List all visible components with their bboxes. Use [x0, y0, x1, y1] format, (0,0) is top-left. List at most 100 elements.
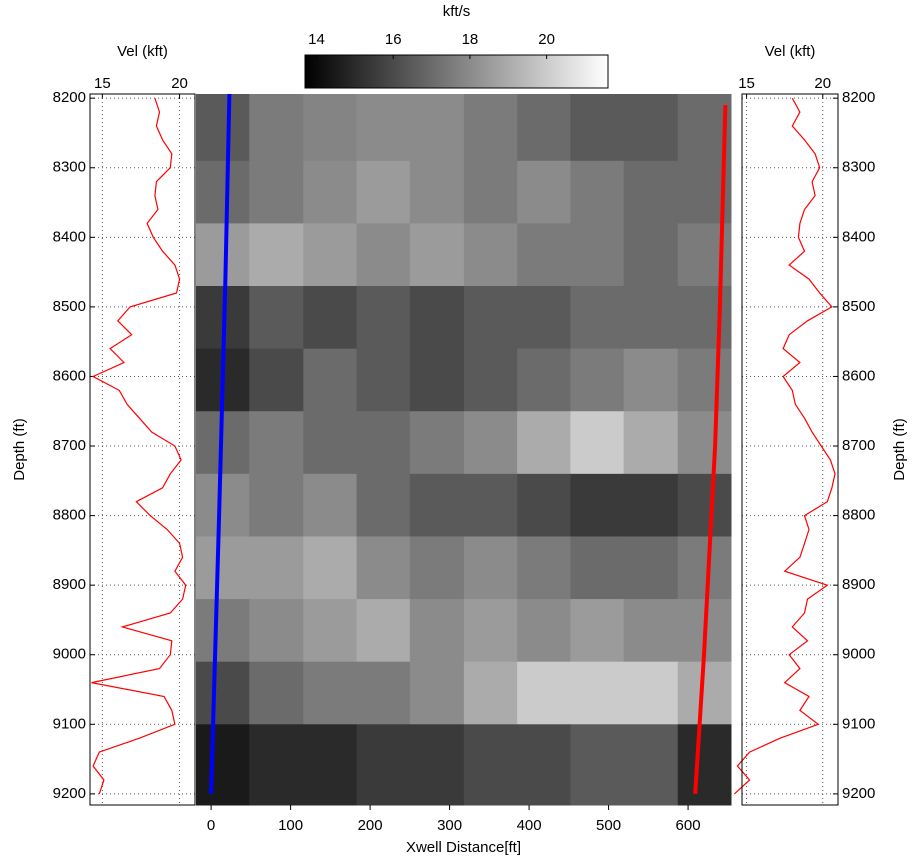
heat-cell — [303, 94, 358, 162]
y-tick-label: 8600 — [842, 367, 875, 384]
heat-cell — [463, 536, 518, 600]
heat-cell — [517, 599, 571, 663]
heat-cell — [303, 599, 358, 663]
heat-cell — [570, 724, 625, 806]
colorbar-tick-label: 14 — [308, 31, 325, 48]
heat-cell — [196, 661, 250, 725]
heat-cell — [463, 223, 518, 287]
heat-cell — [517, 411, 571, 475]
heat-cell — [623, 160, 679, 224]
heat-cell — [356, 286, 411, 350]
heat-cell — [356, 348, 411, 412]
heat-cell — [356, 223, 411, 287]
heat-cell — [623, 223, 679, 287]
y-tick-label: 8200 — [53, 89, 86, 106]
y-tick-label: 8900 — [842, 576, 875, 593]
heat-cell — [249, 286, 304, 350]
heat-cell — [303, 473, 358, 537]
y-tick-label: 8900 — [53, 576, 86, 593]
well-trajectory — [693, 105, 728, 795]
plot-area — [90, 94, 195, 805]
heat-cell — [409, 661, 465, 725]
heat-cell — [303, 286, 358, 350]
heat-cell — [249, 661, 304, 725]
x-tick-label: 15 — [94, 75, 111, 92]
y-tick-label: 8300 — [53, 159, 86, 176]
heat-cell — [356, 724, 411, 806]
heat-cell — [409, 411, 465, 475]
y-tick-label: 8500 — [842, 298, 875, 315]
y-axis-label: Depth (ft) — [11, 418, 28, 481]
colorbar-tick-label: 18 — [462, 31, 479, 48]
heat-cell — [623, 94, 679, 162]
x-axis-label: Xwell Distance[ft] — [406, 839, 521, 856]
heat-cell — [356, 94, 411, 162]
heat-cell — [249, 724, 304, 806]
heat-cell — [463, 160, 518, 224]
heat-cell — [570, 411, 625, 475]
x-tick-label: 500 — [596, 817, 621, 834]
heat-cell — [517, 661, 571, 725]
heat-cell — [196, 473, 250, 537]
heat-cell — [356, 661, 411, 725]
colorbar-tick-label: 20 — [538, 31, 555, 48]
colorbar-tick-label: 16 — [385, 31, 402, 48]
heat-cell — [356, 599, 411, 663]
heat-cell — [570, 223, 625, 287]
heat-cell — [409, 473, 465, 537]
heat-cell — [517, 223, 571, 287]
heat-cell — [623, 286, 679, 350]
heat-cell — [517, 473, 571, 537]
axes-frame — [741, 93, 839, 806]
heat-cell — [463, 724, 518, 806]
heat-cell — [303, 160, 358, 224]
heat-cell — [623, 411, 679, 475]
x-tick-label: 20 — [171, 75, 188, 92]
heat-cell — [196, 724, 250, 806]
x-tick-label: 300 — [437, 817, 462, 834]
y-tick-label: 9000 — [842, 646, 875, 663]
heat-cell — [517, 724, 571, 806]
heat-cell — [409, 599, 465, 663]
x-tick-label: 20 — [814, 75, 831, 92]
heat-cell — [517, 160, 571, 224]
heat-cell — [249, 94, 304, 162]
heat-cell — [677, 348, 732, 412]
heat-cell — [517, 536, 571, 600]
axes-frame — [89, 93, 196, 806]
colorbar — [304, 54, 609, 89]
heat-cell — [463, 599, 518, 663]
heat-cell — [623, 473, 679, 537]
heat-cell — [409, 94, 465, 162]
heat-cell — [463, 94, 518, 162]
heat-cell — [409, 160, 465, 224]
heat-cell — [570, 348, 625, 412]
heat-cell — [517, 286, 571, 350]
heat-cell — [249, 473, 304, 537]
y-tick-label: 8800 — [842, 507, 875, 524]
heat-cell — [570, 473, 625, 537]
heat-cell — [196, 599, 250, 663]
heat-cell — [677, 411, 732, 475]
heat-cell — [409, 536, 465, 600]
x-tick-label: 100 — [278, 817, 303, 834]
heat-cell — [249, 348, 304, 412]
y-tick-label: 8500 — [53, 298, 86, 315]
log-title: Vel (kft) — [765, 43, 816, 60]
heat-cell — [570, 94, 625, 162]
heat-cell — [249, 599, 304, 663]
heat-cell — [623, 348, 679, 412]
heat-cell — [356, 160, 411, 224]
heat-cell — [463, 411, 518, 475]
heat-cell — [409, 724, 465, 806]
heat-cell — [570, 599, 625, 663]
log-trace — [733, 97, 836, 795]
x-tick-label: 0 — [207, 817, 215, 834]
plot-area — [742, 94, 838, 805]
heat-cell — [409, 348, 465, 412]
y-tick-label: 8800 — [53, 507, 86, 524]
x-tick-label: 400 — [517, 817, 542, 834]
heat-cell — [356, 411, 411, 475]
heat-cell — [623, 536, 679, 600]
